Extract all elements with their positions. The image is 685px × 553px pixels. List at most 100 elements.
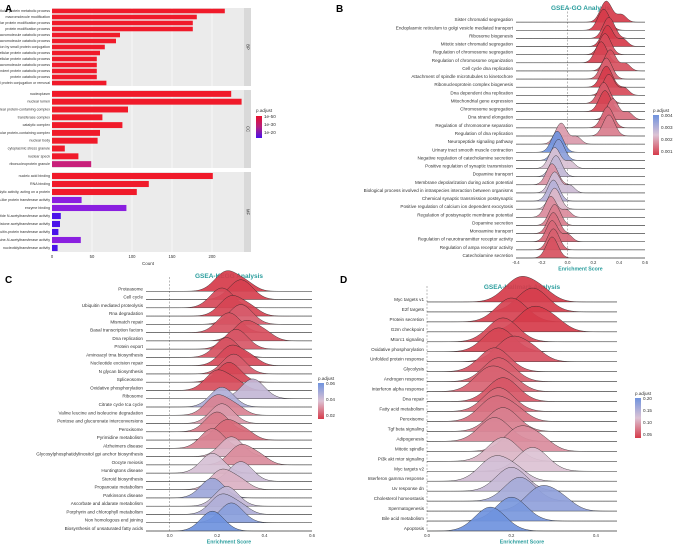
ridge-label: Uv response dn	[392, 486, 425, 491]
legend-title: p.adjust	[653, 108, 670, 113]
ridge-label: Huntingtons disease	[101, 468, 143, 473]
ridge-label: Dna dependent dna replication	[450, 90, 513, 95]
legend-title: p.adjust	[256, 108, 273, 113]
category-label: catalytic activity, acting on a protein	[0, 190, 50, 194]
ridge-label: Ribonucleoprotein complex biogenesis	[434, 82, 513, 87]
category-label: peptide-lysine-N-acetyltransferase activ…	[0, 238, 50, 242]
ridge-label: Apoptosis	[404, 526, 425, 531]
category-label: cellular protein metabolic process	[0, 9, 50, 13]
ridge	[426, 297, 618, 323]
panel-letter-c: C	[5, 275, 12, 286]
bar	[52, 8, 225, 14]
ridge-label: Sister chromatid segregation	[455, 17, 514, 22]
bar	[52, 188, 137, 196]
bar	[52, 220, 60, 228]
ridge	[146, 295, 312, 317]
category-label: nucleic acid binding	[19, 174, 50, 178]
ridge-label: Cell cycle	[123, 295, 143, 300]
category-label: nuclear speck	[28, 154, 50, 158]
ridge-label: Oocyte meiosis	[112, 460, 144, 465]
legend-label: 1e-50	[264, 114, 276, 119]
bar	[52, 244, 58, 252]
ridge	[516, 82, 645, 104]
ridge-label: Oxidative phosphorylation	[371, 347, 424, 352]
bar	[52, 180, 149, 188]
bar	[52, 50, 100, 56]
category-label: ubiquitin-like protein transferase activ…	[0, 198, 50, 202]
ridge-label: Negative regulation of catecholamine sec…	[417, 155, 513, 160]
x-tick-label: 0.6	[642, 260, 648, 265]
ridge-label: Androgen response	[384, 377, 425, 382]
legend-colorbar	[256, 116, 262, 138]
bar	[52, 172, 213, 180]
ridge	[516, 212, 645, 234]
ridge-label: Ubiquitin mediated proteolysis	[82, 303, 144, 308]
ridge	[516, 131, 645, 153]
ridge-label: Steroid biosynthesis	[102, 476, 144, 481]
bar	[52, 196, 82, 204]
ridge	[516, 122, 645, 145]
ridge	[427, 276, 617, 303]
ridge	[427, 455, 617, 482]
ridge-label: Ascorbate and aldarate metabolism	[71, 501, 143, 506]
ridge-label: Peroxisome	[119, 427, 144, 432]
ridge-label: Protein secretion	[390, 317, 425, 322]
legend-label: 0.002	[661, 137, 673, 142]
facet-label: CC	[245, 126, 250, 132]
ridge-label: Unfolded protein response	[370, 357, 424, 362]
bar	[52, 80, 107, 86]
ridge	[427, 395, 617, 422]
bar	[52, 26, 193, 32]
bar	[52, 161, 92, 168]
panel-title: GSEA-GO Analysis	[551, 5, 610, 12]
ridge-label: Glycolysis	[403, 367, 424, 372]
ridge	[516, 228, 645, 251]
x-tick-label: 50	[90, 254, 95, 259]
ridge-label: Propanoate metabolism	[94, 485, 143, 490]
x-axis-label: Count	[142, 261, 155, 266]
x-tick-label: 0.2	[214, 533, 220, 538]
ridge-label: Oxidative phosphorylation	[90, 385, 143, 390]
ridge	[516, 155, 645, 177]
x-axis-label: Enrichment Score	[558, 267, 603, 273]
ridge-label: Cell cycle dna replication	[462, 66, 513, 71]
ridge	[427, 317, 617, 342]
ridge	[427, 377, 617, 402]
x-tick-label: -0.4	[512, 260, 520, 265]
legend-colorbar	[653, 115, 659, 155]
ridge-label: Mtorc1 signaling	[391, 337, 425, 342]
ridge-label: Non homologous end joining	[85, 518, 144, 523]
ridge	[146, 394, 312, 416]
ridge-label: Alzheimers disease	[103, 443, 143, 448]
legend-label: 1e-30	[264, 122, 276, 127]
category-label: enzyme binding	[25, 206, 50, 210]
legend-title: p.adjust	[318, 376, 335, 381]
ridge-label: Biological process involved in intraspec…	[364, 188, 514, 193]
ridge-label: Dna replication	[112, 336, 143, 341]
legend-label: 0.10	[643, 420, 652, 425]
ridge	[516, 163, 645, 185]
x-axis-label: Enrichment Score	[500, 540, 545, 546]
ridge	[516, 25, 645, 47]
ridge-label: Porphyrin and chlorophyll metabolism	[66, 509, 143, 514]
ridge	[516, 187, 645, 210]
ridge	[427, 447, 617, 472]
legend-label: 0.06	[326, 381, 335, 386]
ridge-label: Mitotic sister chromatid segregation	[441, 42, 514, 47]
bar	[52, 32, 120, 38]
bar	[52, 129, 100, 136]
legend-label: 0.003	[661, 125, 673, 130]
bar	[52, 122, 123, 129]
ridge-label: Monoamine transport	[470, 229, 514, 234]
category-label: macromolecule catabolic process	[0, 39, 50, 43]
ridge	[427, 305, 617, 333]
ridge	[426, 477, 618, 502]
ridge	[516, 33, 645, 55]
category-label: transferase complex	[18, 115, 51, 119]
ridge-label: Bile acid metabolism	[382, 516, 424, 521]
legend-label: 0.04	[326, 397, 335, 402]
ridge	[146, 444, 312, 466]
ridge-label: Regulation of ampa receptor activity	[440, 245, 514, 250]
category-label: nucleotidyltransferase activity	[3, 246, 50, 250]
